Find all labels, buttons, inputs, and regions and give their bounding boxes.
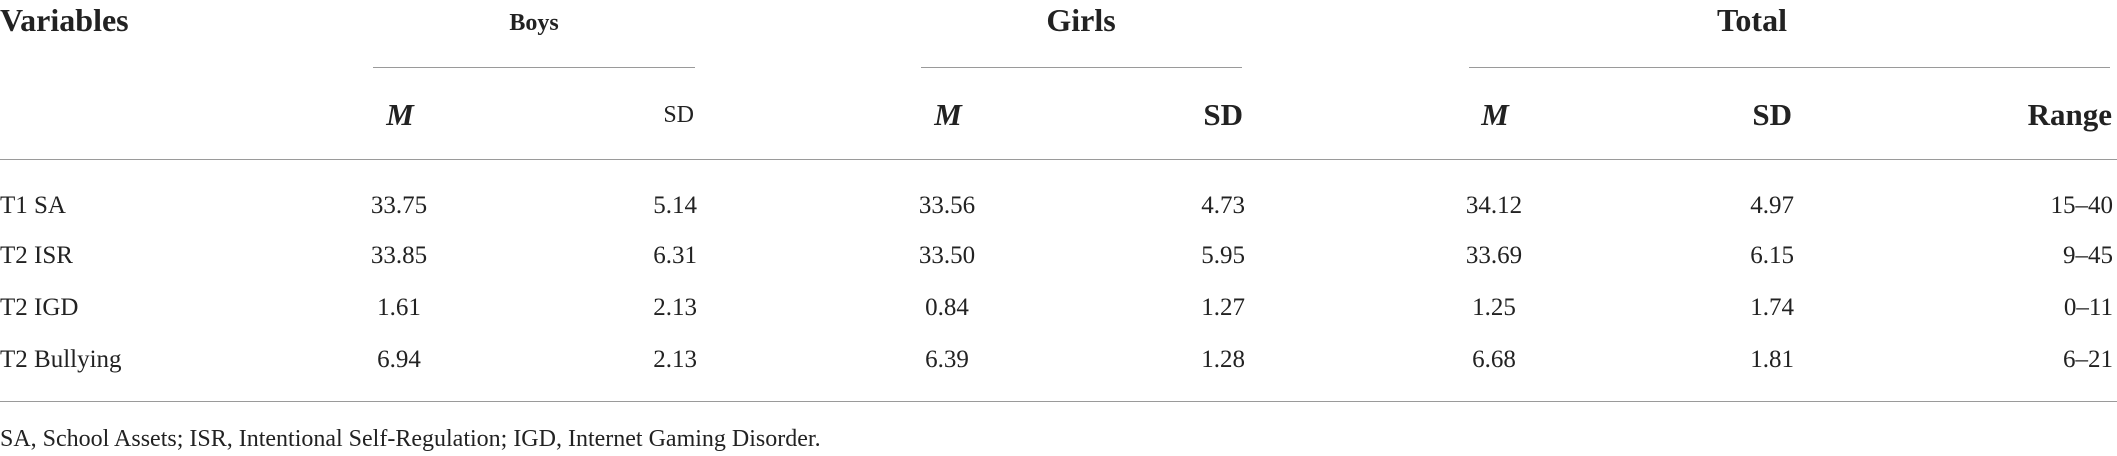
cell-girls-m: 33.50 <box>918 242 976 269</box>
cell-girls-sd: 1.27 <box>1201 294 1245 321</box>
cell-total-sd: 1.81 <box>1750 346 1794 373</box>
cell-girls-sd: 1.28 <box>1201 346 1245 373</box>
column-header-boys: Boys <box>509 10 559 36</box>
cell-girls-m: 33.56 <box>918 192 976 219</box>
cell-girls-sd: 5.95 <box>1201 242 1245 269</box>
row-variable-label: T2 Bullying <box>0 346 122 373</box>
cell-boys-m: 33.85 <box>370 242 428 269</box>
cell-range: 0–11 <box>2063 294 2113 321</box>
column-header-total: Total <box>1717 2 1787 38</box>
subheader-range: Range <box>2027 97 2112 132</box>
girls-group-rule <box>921 67 1242 68</box>
table-footnote: SA, School Assets; ISR, Intentional Self… <box>0 426 821 452</box>
cell-range: 9–45 <box>2063 242 2113 269</box>
column-header-girls: Girls <box>1046 2 1116 38</box>
total-group-rule <box>1469 67 2110 68</box>
subheader-boys-m: M <box>386 97 414 132</box>
cell-total-sd: 6.15 <box>1750 242 1794 269</box>
column-header-variables: Variables <box>0 2 129 38</box>
cell-total-m: 33.69 <box>1465 242 1523 269</box>
cell-range: 15–40 <box>2050 192 2114 219</box>
row-variable-label: T2 ISR <box>0 242 73 269</box>
cell-boys-m: 6.94 <box>377 346 421 373</box>
cell-total-m: 34.12 <box>1465 192 1523 219</box>
row-variable-label: T1 SA <box>0 192 66 219</box>
cell-boys-sd: 6.31 <box>653 242 697 269</box>
cell-boys-sd: 2.13 <box>653 346 697 373</box>
cell-total-m: 6.68 <box>1472 346 1516 373</box>
row-variable-label: T2 IGD <box>0 294 79 321</box>
subheader-boys-sd: SD <box>663 102 694 128</box>
header-bottom-rule <box>0 159 2117 160</box>
subheader-total-m: M <box>1481 97 1509 132</box>
cell-girls-sd: 4.73 <box>1201 192 1245 219</box>
cell-girls-m: 0.84 <box>925 294 969 321</box>
cell-boys-m: 33.75 <box>370 192 428 219</box>
cell-boys-m: 1.61 <box>377 294 421 321</box>
boys-group-rule <box>373 67 695 68</box>
subheader-girls-m: M <box>934 97 962 132</box>
cell-boys-sd: 5.14 <box>653 192 697 219</box>
subheader-total-sd: SD <box>1752 97 1792 132</box>
cell-total-m: 1.25 <box>1472 294 1516 321</box>
cell-boys-sd: 2.13 <box>653 294 697 321</box>
cell-girls-m: 6.39 <box>925 346 969 373</box>
cell-total-sd: 4.97 <box>1750 192 1794 219</box>
table-bottom-rule <box>0 401 2117 402</box>
subheader-girls-sd: SD <box>1203 97 1243 132</box>
cell-range: 6–21 <box>2063 346 2113 373</box>
cell-total-sd: 1.74 <box>1750 294 1794 321</box>
